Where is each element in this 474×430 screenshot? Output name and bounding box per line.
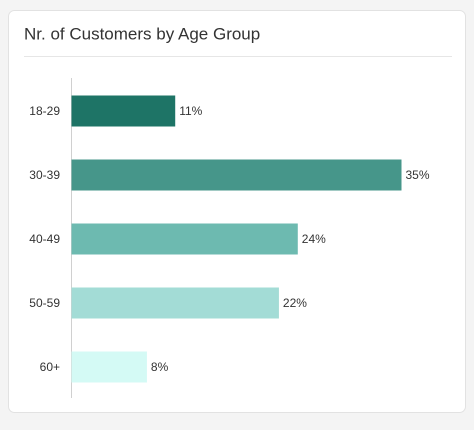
value-label: 24%: [302, 232, 326, 246]
bar: [71, 159, 402, 191]
value-label: 35%: [406, 168, 430, 182]
y-tick-label: 60+: [40, 360, 60, 374]
y-tick-label: 50-59: [29, 296, 60, 310]
chart-title: Nr. of Customers by Age Group: [24, 24, 260, 43]
y-tick-label: 18-29: [29, 104, 60, 118]
bar: [71, 287, 279, 319]
y-tick-label: 30-39: [29, 168, 60, 182]
value-label: 11%: [179, 104, 202, 118]
y-tick-label: 40-49: [29, 232, 60, 246]
bar: [71, 223, 298, 255]
bar: [71, 95, 176, 127]
value-label: 8%: [151, 360, 169, 374]
value-label: 22%: [283, 296, 307, 310]
bar: [71, 351, 147, 383]
